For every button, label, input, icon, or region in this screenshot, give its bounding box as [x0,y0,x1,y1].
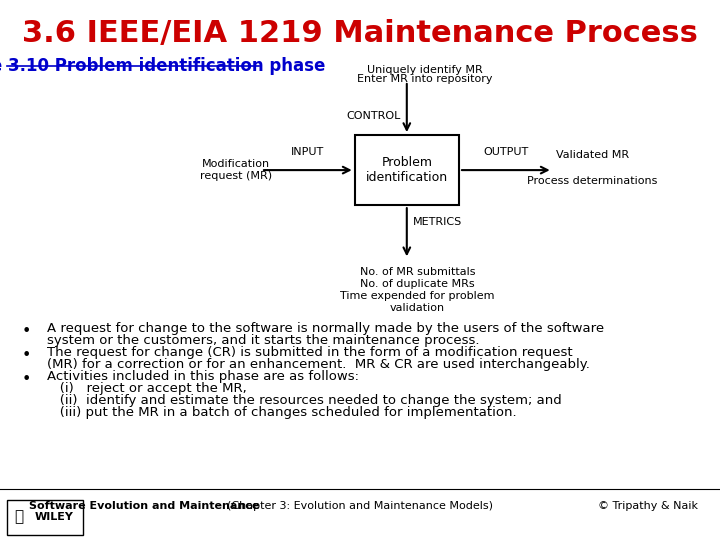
Text: WILEY: WILEY [35,512,73,522]
Text: © Tripathy & Naik: © Tripathy & Naik [598,501,698,511]
Text: (ii)  identify and estimate the resources needed to change the system; and: (ii) identify and estimate the resources… [47,394,562,407]
Text: No. of duplicate MRs: No. of duplicate MRs [360,279,475,289]
Text: ⓦ: ⓦ [14,509,24,524]
FancyBboxPatch shape [354,135,459,205]
Text: (Chapter 3: Evolution and Maintenance Models): (Chapter 3: Evolution and Maintenance Mo… [227,501,493,511]
Text: CONTROL: CONTROL [346,111,401,121]
Text: A request for change to the software is normally made by the users of the softwa: A request for change to the software is … [47,322,604,335]
Text: Process determinations: Process determinations [527,176,657,186]
Text: No. of MR submittals: No. of MR submittals [360,267,475,278]
Text: Activities included in this phase are as follows:: Activities included in this phase are as… [47,370,359,383]
Text: METRICS: METRICS [413,217,462,227]
Text: Problem
identification: Problem identification [366,156,448,184]
Text: OUTPUT: OUTPUT [483,146,528,157]
Text: Time expended for problem: Time expended for problem [341,291,495,301]
Text: Modification
request (MR): Modification request (MR) [199,159,272,181]
Text: (MR) for a correction or for an enhancement.  MR & CR are used interchangeably.: (MR) for a correction or for an enhancem… [47,358,590,371]
Text: •: • [22,348,31,363]
Text: validation: validation [390,303,445,313]
Text: •: • [22,372,31,387]
Text: Uniquely identify MR: Uniquely identify MR [367,64,482,75]
Text: Validated MR: Validated MR [556,150,629,160]
Text: 3.6 IEEE/EIA 1219 Maintenance Process: 3.6 IEEE/EIA 1219 Maintenance Process [22,19,698,48]
Text: system or the customers, and it starts the maintenance process.: system or the customers, and it starts t… [47,334,480,347]
Text: INPUT: INPUT [291,146,325,157]
Text: (i)   reject or accept the MR,: (i) reject or accept the MR, [47,382,246,395]
Text: Software Evolution and Maintenance: Software Evolution and Maintenance [29,501,259,511]
Text: (iii) put the MR in a batch of changes scheduled for implementation.: (iii) put the MR in a batch of changes s… [47,406,516,419]
Text: •: • [22,324,31,339]
Text: Figure 3.10 Problem identification phase: Figure 3.10 Problem identification phase [0,57,325,75]
Text: The request for change (CR) is submitted in the form of a modification request: The request for change (CR) is submitted… [47,346,572,359]
FancyBboxPatch shape [7,500,83,535]
Text: Enter MR into repository: Enter MR into repository [357,74,492,84]
